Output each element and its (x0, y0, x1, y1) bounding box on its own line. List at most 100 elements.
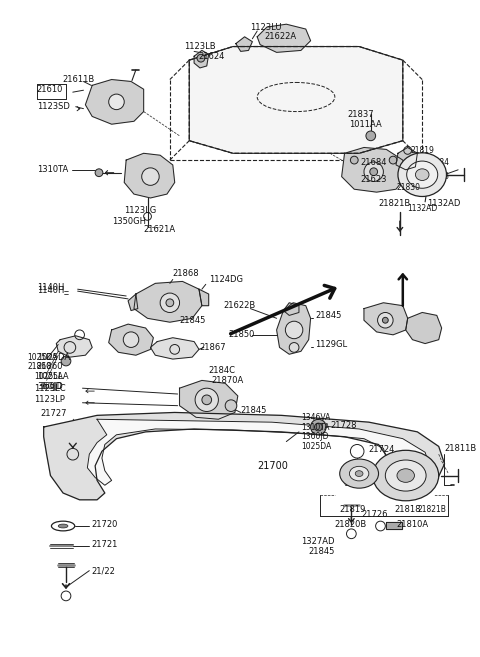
Polygon shape (150, 338, 199, 359)
Text: 21610: 21610 (37, 85, 63, 94)
Text: 21868: 21868 (173, 269, 199, 278)
Text: 21850: 21850 (228, 330, 254, 339)
Text: 21845: 21845 (180, 316, 206, 325)
Text: 1310TA: 1310TA (37, 166, 68, 174)
Circle shape (197, 55, 205, 62)
Circle shape (364, 162, 384, 181)
Text: 21845: 21845 (315, 311, 342, 320)
Ellipse shape (372, 450, 439, 501)
Polygon shape (257, 24, 311, 53)
Text: 1123SD: 1123SD (37, 102, 70, 111)
Circle shape (123, 332, 139, 348)
Circle shape (108, 94, 124, 110)
Circle shape (61, 356, 71, 366)
Text: 21622A: 21622A (264, 32, 296, 41)
Text: 2184C: 2184C (209, 366, 236, 375)
Text: 1140H_: 1140H_ (37, 284, 69, 294)
Text: 21622B: 21622B (223, 301, 255, 310)
Text: 21623: 21623 (425, 172, 449, 181)
Text: 360JD: 360JD (37, 382, 62, 391)
Circle shape (366, 131, 376, 141)
Polygon shape (87, 419, 429, 486)
Polygon shape (406, 313, 442, 344)
Text: 21725: 21725 (385, 477, 412, 486)
Ellipse shape (397, 468, 414, 482)
Polygon shape (108, 324, 153, 355)
Polygon shape (386, 522, 402, 529)
Circle shape (383, 317, 388, 323)
Text: 21860: 21860 (27, 363, 51, 371)
Ellipse shape (58, 524, 68, 528)
Text: 1025LA: 1025LA (37, 372, 69, 381)
Ellipse shape (349, 466, 369, 481)
Polygon shape (128, 294, 138, 311)
Circle shape (370, 168, 378, 175)
Polygon shape (236, 37, 252, 51)
Text: 1124DG: 1124DG (209, 275, 243, 284)
Circle shape (195, 388, 218, 411)
Polygon shape (194, 51, 209, 68)
Text: 21830: 21830 (396, 183, 420, 192)
Text: 1123LG: 1123LG (124, 206, 156, 215)
Text: 21837: 21837 (348, 110, 374, 119)
Text: 21724: 21724 (369, 445, 395, 454)
Text: 1025DA: 1025DA (301, 442, 331, 451)
Text: 21819: 21819 (340, 505, 366, 514)
Text: 1123LB: 1123LB (184, 42, 216, 51)
Text: 21684: 21684 (425, 158, 449, 166)
Polygon shape (85, 79, 144, 124)
Ellipse shape (407, 161, 438, 189)
Ellipse shape (355, 470, 363, 476)
Polygon shape (56, 336, 92, 357)
Text: 1132AD: 1132AD (407, 204, 437, 213)
Text: 1025LA: 1025LA (34, 372, 63, 381)
Polygon shape (364, 303, 408, 335)
Text: 21819: 21819 (410, 146, 434, 155)
Text: 21860: 21860 (37, 363, 63, 371)
Text: 21684: 21684 (360, 158, 387, 166)
Polygon shape (134, 281, 202, 322)
Circle shape (314, 423, 322, 431)
Circle shape (350, 156, 358, 164)
Text: 21727: 21727 (41, 409, 67, 418)
Polygon shape (44, 413, 444, 500)
Text: 21621A: 21621A (144, 225, 176, 233)
Text: 21721: 21721 (91, 540, 118, 549)
Text: 21726: 21726 (361, 510, 387, 519)
Text: 1129GL: 1129GL (315, 340, 348, 349)
Text: 21820B: 21820B (335, 520, 367, 529)
Polygon shape (342, 147, 406, 192)
Text: 360JD: 360JD (41, 382, 63, 391)
Text: 21700: 21700 (257, 461, 288, 471)
Circle shape (311, 419, 326, 435)
Text: 1011AA: 1011AA (349, 120, 382, 129)
Text: 1350GH: 1350GH (112, 217, 145, 226)
Circle shape (389, 156, 397, 164)
Text: 21811B: 21811B (444, 444, 477, 453)
Polygon shape (189, 47, 403, 153)
Polygon shape (124, 153, 175, 198)
Polygon shape (276, 303, 311, 354)
Text: 21818: 21818 (395, 505, 421, 514)
Text: 1123LU: 1123LU (251, 22, 282, 32)
Circle shape (202, 395, 212, 405)
Text: 1327AD: 1327AD (301, 537, 335, 546)
Text: 21867: 21867 (199, 343, 226, 352)
Circle shape (95, 169, 103, 177)
Text: 21845: 21845 (240, 406, 267, 415)
Text: 21821B: 21821B (417, 505, 446, 514)
Text: 21810A: 21810A (396, 520, 428, 529)
Polygon shape (283, 303, 299, 315)
Polygon shape (199, 289, 209, 306)
Text: 21845: 21845 (309, 547, 335, 556)
Text: 1025DA: 1025DA (27, 353, 58, 361)
Text: 21/22: 21/22 (91, 566, 115, 575)
Ellipse shape (340, 459, 379, 488)
Circle shape (378, 313, 393, 328)
Text: 1346VA: 1346VA (301, 413, 330, 422)
Text: 1123LC: 1123LC (34, 384, 66, 393)
Text: 1140H_: 1140H_ (37, 282, 69, 291)
Text: 21728: 21728 (330, 420, 357, 430)
Text: 1360JD: 1360JD (301, 432, 328, 442)
Text: 1310TA: 1310TA (301, 422, 329, 432)
